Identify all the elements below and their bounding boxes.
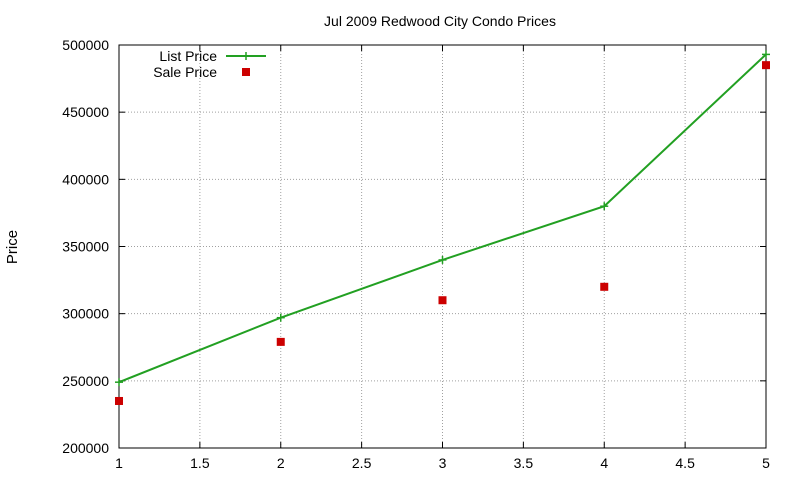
sale-price-point <box>600 282 609 291</box>
x-tick-label: 4.5 <box>675 455 695 471</box>
legend-plus-marker <box>242 52 250 60</box>
sale-price-point <box>276 337 285 346</box>
x-tick-label: 4 <box>600 455 608 471</box>
x-tick-label: 3 <box>439 455 447 471</box>
x-tick-label: 1.5 <box>190 455 210 471</box>
list-price-point <box>276 313 285 322</box>
x-tick-label: 2.5 <box>352 455 372 471</box>
x-tick-label: 5 <box>762 455 770 471</box>
chart-title: Jul 2009 Redwood City Condo Prices <box>324 13 556 29</box>
grid-lines <box>119 45 766 448</box>
sale-price-point <box>438 296 447 305</box>
legend-item: List Price <box>159 48 266 64</box>
y-tick-label: 500000 <box>62 37 109 53</box>
y-tick-label: 350000 <box>62 239 109 255</box>
data-series <box>115 50 770 405</box>
list-price-point <box>762 50 770 59</box>
y-axis-label: Price <box>4 230 21 264</box>
x-tick-label: 3.5 <box>514 455 534 471</box>
y-tick-label: 200000 <box>62 440 109 456</box>
series-sale-price <box>115 61 770 405</box>
legend-label: Sale Price <box>153 64 217 80</box>
y-tick-label: 250000 <box>62 373 109 389</box>
list-price-point <box>115 378 123 387</box>
x-tick-label: 2 <box>277 455 285 471</box>
series-list-price <box>115 50 770 387</box>
y-tick-label: 450000 <box>62 104 109 120</box>
list-price-point <box>600 202 609 211</box>
axes: 1 1.5 2 2.5 3 3.5 4 4.5 5 200000 250000 300000 35000… <box>62 37 770 471</box>
sale-price-point <box>762 61 770 70</box>
legend-item: Sale Price <box>153 64 250 80</box>
y-tick-label: 400000 <box>62 171 109 187</box>
legend-label: List Price <box>159 48 217 64</box>
x-tick-label: 1 <box>115 455 123 471</box>
list-price-point <box>438 255 447 264</box>
sale-price-point <box>115 396 123 405</box>
y-tick-label: 300000 <box>62 306 109 322</box>
legend-square-marker <box>242 68 250 76</box>
